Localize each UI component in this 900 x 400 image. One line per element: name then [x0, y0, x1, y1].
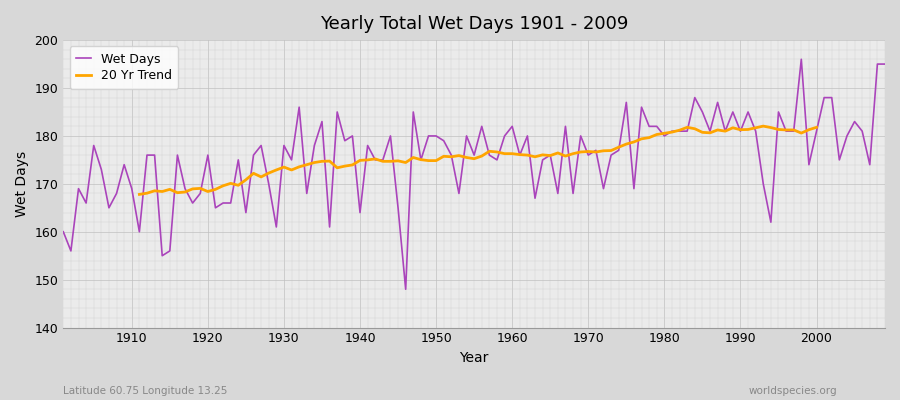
- Text: worldspecies.org: worldspecies.org: [749, 386, 837, 396]
- Wet Days: [606, 153, 616, 158]
- 20 Yr Trend: [134, 192, 145, 197]
- Wet Days: [515, 153, 526, 158]
- 20 Yr Trend: [758, 124, 769, 128]
- Wet Days: [286, 158, 297, 162]
- 20 Yr Trend: [225, 181, 236, 186]
- Line: Wet Days: Wet Days: [63, 59, 885, 289]
- Legend: Wet Days, 20 Yr Trend: Wet Days, 20 Yr Trend: [69, 46, 178, 89]
- 20 Yr Trend: [712, 128, 723, 132]
- Wet Days: [507, 124, 517, 129]
- Wet Days: [119, 162, 130, 167]
- Text: Latitude 60.75 Longitude 13.25: Latitude 60.75 Longitude 13.25: [63, 386, 228, 396]
- 20 Yr Trend: [811, 125, 822, 130]
- 20 Yr Trend: [339, 164, 350, 168]
- Line: 20 Yr Trend: 20 Yr Trend: [140, 126, 816, 194]
- Wet Days: [879, 62, 890, 66]
- X-axis label: Year: Year: [460, 351, 489, 365]
- Wet Days: [332, 110, 343, 114]
- 20 Yr Trend: [788, 128, 799, 132]
- 20 Yr Trend: [606, 148, 616, 153]
- 20 Yr Trend: [697, 130, 707, 135]
- Wet Days: [400, 287, 411, 292]
- Y-axis label: Wet Days: Wet Days: [15, 151, 29, 217]
- Wet Days: [58, 229, 68, 234]
- Wet Days: [796, 57, 806, 62]
- Title: Yearly Total Wet Days 1901 - 2009: Yearly Total Wet Days 1901 - 2009: [320, 15, 628, 33]
